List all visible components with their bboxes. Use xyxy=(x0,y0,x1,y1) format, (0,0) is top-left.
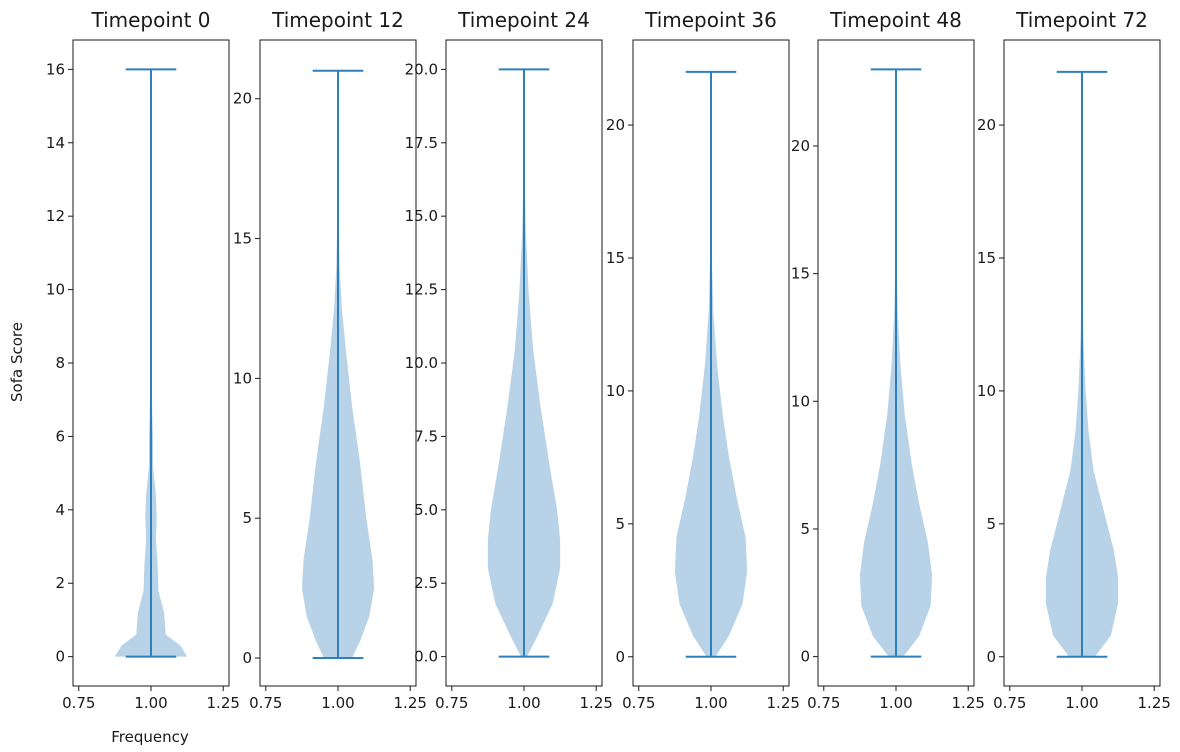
x-tick-label: 0.75 xyxy=(807,694,840,712)
y-tick-label: 12 xyxy=(46,207,65,225)
y-tick-label: 10 xyxy=(46,281,65,299)
y-tick-label: 10 xyxy=(233,369,252,387)
x-tick-label: 1.00 xyxy=(1065,694,1098,712)
y-tick-label: 2 xyxy=(55,574,65,592)
y-tick-label: 15 xyxy=(606,249,625,267)
y-tick-label: 0 xyxy=(800,648,810,666)
y-tick-label: 16 xyxy=(46,60,65,78)
x-tick-label: 1.25 xyxy=(767,694,800,712)
y-tick-label: 20 xyxy=(977,116,996,134)
panel-title: Timepoint 0 xyxy=(90,8,210,32)
y-tick-label: 14 xyxy=(46,134,65,152)
y-tick-label: 10.0 xyxy=(405,354,438,372)
panel-title: Timepoint 36 xyxy=(644,8,777,32)
panel-2: Timepoint 12 0 5 10 15 20 0.75 1.00 1.25 xyxy=(233,8,427,712)
y-tick-label: 5 xyxy=(800,520,810,538)
x-tick-label: 1.25 xyxy=(952,694,985,712)
y-tick-label: 10 xyxy=(606,382,625,400)
x-tick-label: 1.25 xyxy=(1138,694,1171,712)
x-tick-label: 0.75 xyxy=(249,694,282,712)
y-tick-label: 0 xyxy=(242,649,252,667)
y-tick-label: 8 xyxy=(55,354,65,372)
y-tick-label: 0 xyxy=(615,648,625,666)
panel-title: Timepoint 12 xyxy=(271,8,404,32)
y-tick-label: 20 xyxy=(606,116,625,134)
y-tick-label: 5 xyxy=(615,515,625,533)
y-tick-label: 20 xyxy=(233,90,252,108)
y-tick-label: 12.5 xyxy=(405,281,438,299)
y-tick-label: 17.5 xyxy=(405,134,438,152)
x-tick-label: 1.25 xyxy=(580,694,613,712)
x-tick-label: 0.75 xyxy=(62,694,95,712)
y-tick-label: 15 xyxy=(233,230,252,248)
y-tick-label: 10 xyxy=(977,382,996,400)
y-tick-label: 4 xyxy=(55,501,65,519)
y-tick-label: 15.0 xyxy=(405,207,438,225)
x-tick-label: 0.75 xyxy=(435,694,468,712)
x-axis-label: Frequency xyxy=(111,728,189,746)
y-tick-label: 0.0 xyxy=(414,648,438,666)
y-tick-label: 7.5 xyxy=(414,427,438,445)
x-tick-label: 1.25 xyxy=(394,694,427,712)
x-tick-label: 1.00 xyxy=(879,694,912,712)
y-tick-label: 6 xyxy=(55,427,65,445)
x-tick-label: 0.75 xyxy=(622,694,655,712)
y-axis-label: Sofa Score xyxy=(8,322,26,402)
y-tick-label: 5 xyxy=(242,509,252,527)
y-tick-label: 0 xyxy=(55,648,65,666)
panel-5: Timepoint 48 0 5 10 15 20 0.75 1.00 1.25 xyxy=(791,8,985,712)
y-tick-label: 2.5 xyxy=(414,574,438,592)
x-tick-label: 1.00 xyxy=(134,694,167,712)
panel-title: Timepoint 48 xyxy=(829,8,962,32)
y-tick-label: 20 xyxy=(791,137,810,155)
y-tick-label: 5.0 xyxy=(414,501,438,519)
panel-title: Timepoint 24 xyxy=(457,8,590,32)
y-tick-label: 20.0 xyxy=(405,60,438,78)
x-tick-label: 1.00 xyxy=(507,694,540,712)
y-tick-label: 10 xyxy=(791,392,810,410)
x-tick-label: 1.00 xyxy=(694,694,727,712)
x-tick-label: 1.25 xyxy=(207,694,240,712)
x-tick-label: 0.75 xyxy=(993,694,1026,712)
y-tick-label: 15 xyxy=(977,249,996,267)
y-tick-label: 5 xyxy=(986,515,996,533)
panel-3: Timepoint 24 0.0 2.5 5.0 7.5 10.0 12.5 15.0 17.5… xyxy=(405,8,613,712)
panel-1: Timepoint 0 0 2 4 6 8 10 12 14 16 0.75 1.00 1.25 xyxy=(46,8,240,712)
panel-title: Timepoint 72 xyxy=(1015,8,1148,32)
panel-4: Timepoint 36 0 5 10 15 20 0.75 1.00 1.25 xyxy=(606,8,800,712)
y-tick-label: 15 xyxy=(791,265,810,283)
x-tick-label: 1.00 xyxy=(321,694,354,712)
panel-6: Timepoint 72 0 5 10 15 20 0.75 1.00 1.25 xyxy=(977,8,1171,712)
y-tick-label: 0 xyxy=(986,648,996,666)
